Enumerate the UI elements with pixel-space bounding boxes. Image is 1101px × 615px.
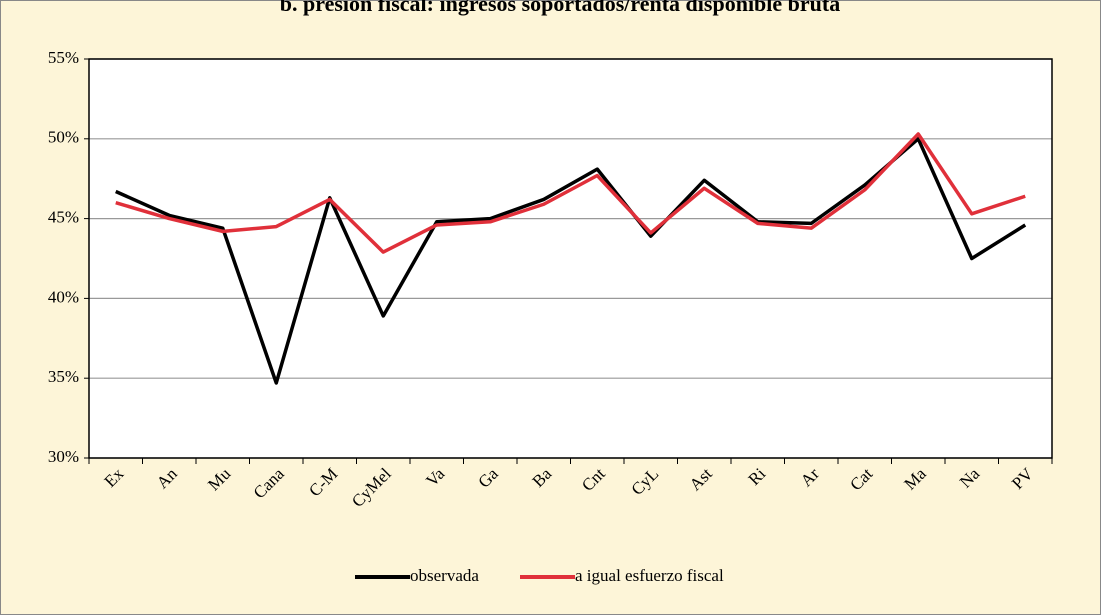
y-tick-label: 55%	[48, 48, 79, 67]
y-tick-label: 45%	[48, 208, 79, 227]
chart-title: b. presión fiscal: ingresos soportados/r…	[280, 0, 840, 16]
plot-area	[89, 59, 1052, 458]
y-tick-label: 35%	[48, 367, 79, 386]
y-tick-label: 50%	[48, 128, 79, 147]
legend-label: a igual esfuerzo fiscal	[575, 566, 724, 585]
y-tick-label: 40%	[48, 287, 79, 306]
y-tick-label: 30%	[48, 447, 79, 466]
data-line	[115, 137, 1027, 385]
data-line	[115, 132, 1026, 254]
plot-border	[88, 58, 1053, 459]
legend-label: observada	[410, 566, 479, 585]
